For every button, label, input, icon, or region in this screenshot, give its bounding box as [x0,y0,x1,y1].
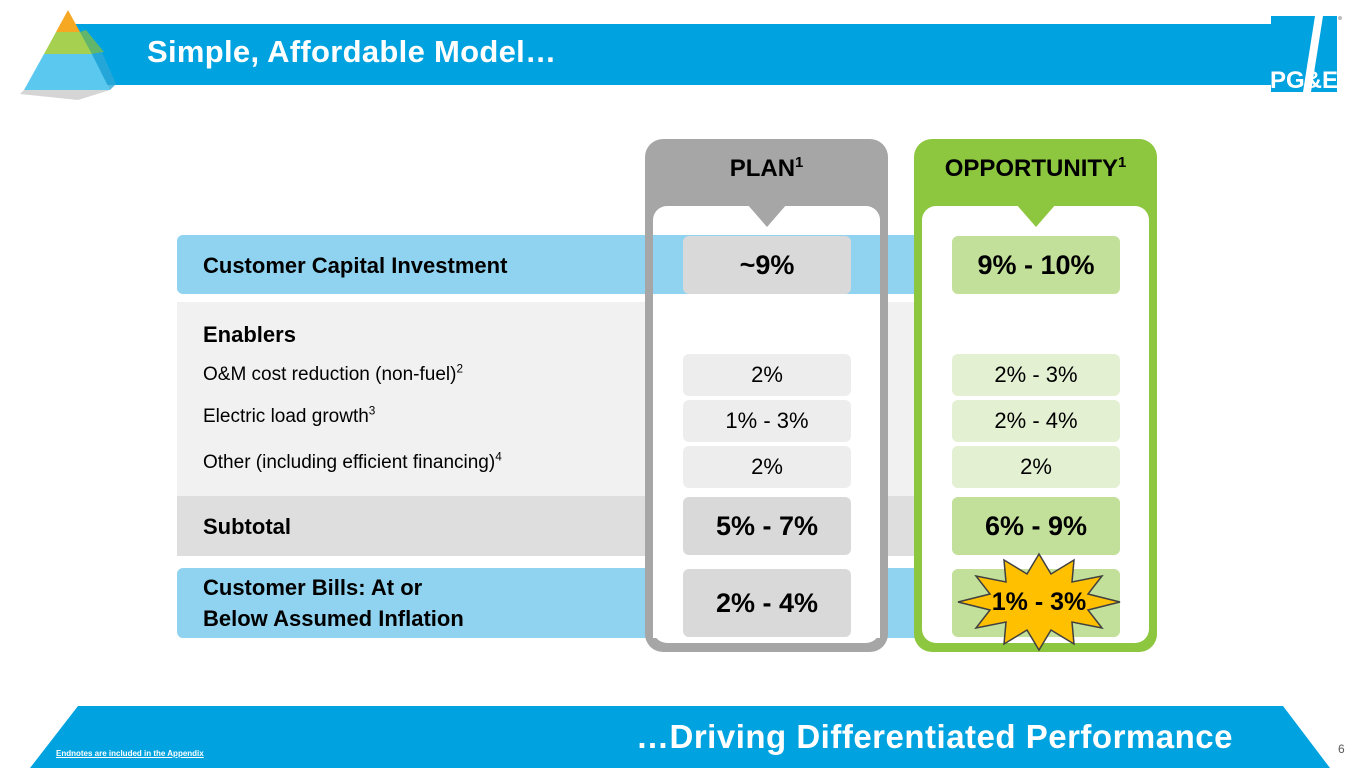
opportunity-subtotal-value: 6% - 9% [952,497,1120,555]
opportunity-other-value: 2% [952,446,1120,488]
page-number: 6 [1338,742,1345,756]
label-subtotal: Subtotal [203,514,291,539]
label-bills-line2: Below Assumed Inflation [203,606,464,631]
plan-subtotal-value: 5% - 7% [683,497,851,555]
endnote-link[interactable]: Endnotes are included in the Appendix [56,749,204,758]
pge-logo: PG&E [1271,16,1342,92]
logo-text: PG&E [1271,67,1338,92]
plan-header: PLAN1 [729,155,804,182]
page-title: Simple, Affordable Model… [147,34,557,69]
opportunity-om-value: 2% - 3% [952,354,1120,396]
plan-load-value: 1% - 3% [683,400,851,442]
opportunity-header: OPPORTUNITY1 [944,155,1127,182]
label-bills-line1: Customer Bills: At or [203,575,423,600]
label-other: Other (including efficient financing)4 [203,450,502,473]
plan-om-value: 2% [683,354,851,396]
label-load: Electric load growth3 [203,404,376,427]
label-enablers: Enablers [203,322,296,347]
opportunity-capital-value: 9% - 10% [952,236,1120,294]
pyramid-icon [20,10,116,100]
opportunity-bills-value: 1% - 3% [991,587,1087,616]
title-bar [60,24,1306,85]
starburst-icon [957,552,1121,652]
label-om: O&M cost reduction (non-fuel)2 [203,362,463,385]
plan-other-value: 2% [683,446,851,488]
opportunity-load-value: 2% - 4% [952,400,1120,442]
footer-bar [30,706,1330,768]
plan-bills-value: 2% - 4% [683,569,851,637]
plan-capital-value: ~9% [683,236,851,294]
footer-tagline: …Driving Differentiated Performance [636,718,1233,755]
label-capital: Customer Capital Investment [203,253,508,278]
